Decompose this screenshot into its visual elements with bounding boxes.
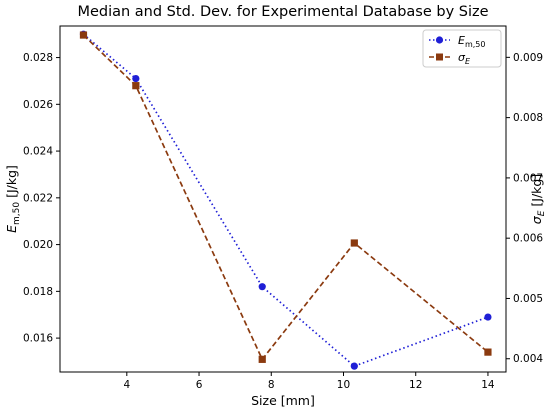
x-tick-label: 10	[337, 379, 350, 391]
data-point-sigma-e	[79, 31, 88, 39]
x-tick-label: 12	[409, 379, 422, 391]
y-left-tick-label: 0.020	[23, 239, 53, 251]
x-tick-label: 4	[123, 379, 130, 391]
y-right-label-main: σ	[529, 215, 544, 224]
legend-label-sigma-e: σE	[458, 51, 471, 66]
legend: Em,50 σE	[422, 29, 502, 68]
chart-title: Median and Std. Dev. for Experimental Da…	[77, 4, 488, 20]
data-point-sigma-e	[350, 239, 358, 247]
data-point-e-m50	[258, 283, 266, 291]
x-tick-label: 14	[481, 379, 495, 391]
legend-entry-sigma-e: σE	[429, 51, 471, 66]
y-right-tick-label: 0.006	[513, 233, 543, 245]
y-axis-right: 0.004 0.005 0.006 0.007 0.008 0.009	[506, 52, 543, 365]
data-point-e-m50	[132, 75, 140, 83]
legend-marker-e-m50	[435, 36, 444, 44]
series-line-sigma-e	[82, 34, 489, 361]
y-left-tick-label: 0.018	[23, 286, 53, 298]
y-left-label-unit: [J/kg]	[4, 165, 19, 202]
y-right-label-sub: E	[537, 210, 547, 216]
x-tick-label: 8	[268, 379, 275, 391]
data-point-e-m50	[350, 362, 358, 370]
data-point-sigma-e	[132, 82, 140, 90]
y-left-tick-label: 0.016	[23, 333, 53, 345]
series-layer	[79, 30, 492, 370]
y-left-label-sub: m,50	[12, 202, 22, 225]
y-left-tick-label: 0.024	[23, 146, 53, 158]
y-left-tick-label: 0.028	[23, 52, 53, 64]
y-right-label-unit: [J/kg]	[529, 174, 544, 211]
data-point-sigma-e	[258, 355, 266, 363]
y-axis-right-label: σE [J/kg]	[529, 174, 547, 224]
x-axis: 4 6 8 10 12 14	[123, 372, 495, 391]
data-point-sigma-e	[484, 348, 492, 356]
y-axis-left: 0.016 0.018 0.020 0.022 0.024 0.026 0.028	[23, 52, 60, 345]
series-line-e-m50	[82, 33, 489, 368]
data-point-e-m50	[484, 313, 492, 321]
x-tick-label: 6	[196, 379, 203, 391]
legend-entry-e-m50: Em,50	[429, 34, 485, 49]
plot-frame	[59, 25, 507, 373]
y-right-tick-label: 0.004	[513, 353, 543, 365]
y-right-tick-label: 0.005	[513, 293, 543, 305]
y-axis-left-label: Em,50 [J/kg]	[4, 165, 22, 233]
y-left-label-main: E	[4, 225, 19, 233]
y-left-tick-label: 0.026	[23, 99, 53, 111]
y-right-tick-label: 0.007	[513, 172, 543, 184]
y-right-tick-label: 0.009	[513, 52, 543, 64]
y-left-tick-label: 0.022	[23, 192, 53, 204]
x-axis-label: Size [mm]	[251, 393, 315, 408]
y-right-tick-label: 0.008	[513, 112, 543, 124]
legend-label-e-m50: Em,50	[458, 34, 485, 49]
legend-marker-sigma-e	[436, 53, 443, 61]
